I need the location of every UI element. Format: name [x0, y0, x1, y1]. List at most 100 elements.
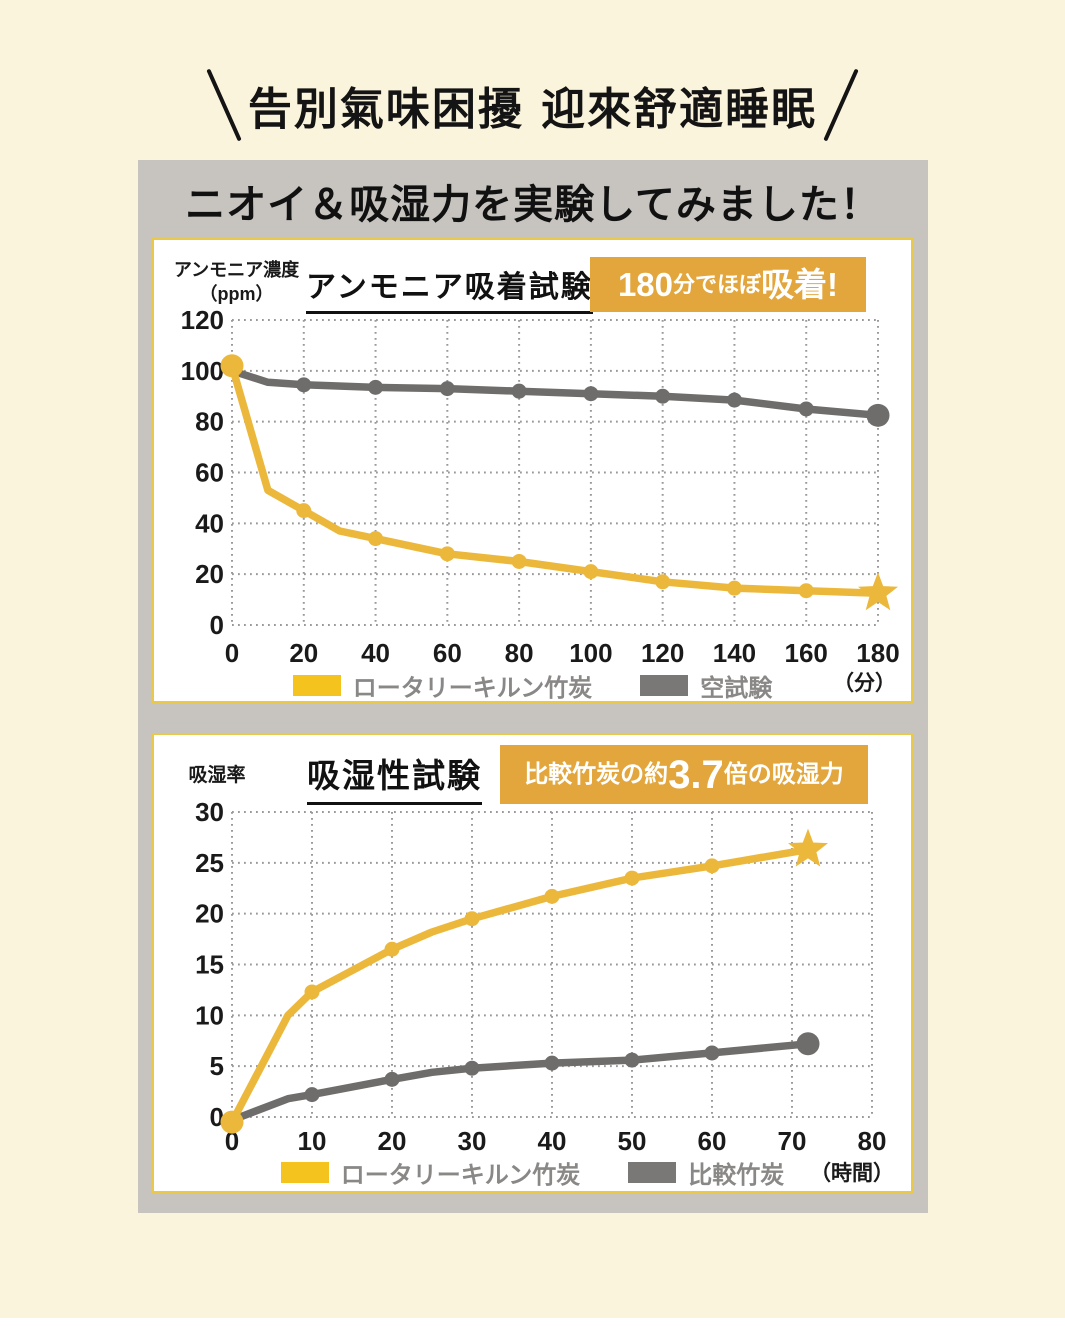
ammonia-chart-card: アンモニア濃度 （ppm） アンモニア吸着試験 180 分で ほぼ 吸着! 0 20 40… — [152, 238, 913, 703]
badge-segment: 倍の吸湿力 — [723, 760, 844, 788]
y-tick-label: 30 — [195, 797, 224, 827]
y-tick-label: 0 — [210, 1102, 224, 1132]
data-point-marker — [726, 580, 742, 596]
data-point-marker — [544, 1055, 560, 1071]
data-point-marker — [544, 888, 560, 904]
series-line — [228, 1040, 812, 1124]
data-point-marker — [439, 381, 455, 397]
data-point-marker — [464, 911, 480, 927]
data-point-marker — [624, 1052, 640, 1068]
x-tick-label: 20 — [378, 1126, 407, 1156]
data-point-marker — [624, 870, 640, 886]
grid — [231, 319, 879, 626]
x-tick-label: 60 — [698, 1126, 727, 1156]
badge-segment: 比較竹炭の約 — [524, 760, 669, 788]
y-tick-label: 20 — [195, 899, 224, 929]
series-ロータリーキルン竹炭 — [220, 354, 898, 611]
badge-segment: 180 — [617, 266, 674, 303]
x-axis-unit-label: （分） — [833, 671, 896, 695]
panel-heading: ニオイ＆吸湿力を実験してみました！ — [185, 183, 881, 227]
x-tick-label: 80 — [505, 638, 534, 668]
star-marker — [788, 828, 828, 867]
badge-segment: ほぼ — [717, 271, 762, 297]
x-axis-unit-label: （時間） — [810, 1161, 894, 1185]
data-point-marker — [583, 386, 599, 402]
x-tick-label: 160 — [785, 638, 828, 668]
y-tick-label: 40 — [195, 508, 224, 538]
decorative-slash — [823, 68, 859, 142]
data-point-marker — [655, 574, 671, 590]
decorative-backslash — [206, 68, 242, 142]
data-point-marker — [704, 858, 720, 874]
data-point-marker — [511, 383, 527, 399]
x-tick-label: 0 — [225, 1126, 239, 1156]
y-axis-caption-line2: （ppm） — [199, 284, 274, 305]
experiment-panel: ニオイ＆吸湿力を実験してみました！ アンモニア濃度 （ppm） アンモニア吸着試… — [138, 160, 928, 1213]
data-point-marker — [464, 1060, 480, 1076]
chart-legend: ロータリーキルン竹炭 比較竹炭 — [154, 1155, 911, 1190]
x-tick-label: 20 — [289, 638, 318, 668]
data-point-marker — [439, 546, 455, 562]
y-tick-label: 0 — [210, 610, 224, 640]
legend-swatch — [628, 1162, 677, 1183]
end-point-marker — [866, 403, 890, 427]
data-point-marker — [368, 531, 384, 547]
legend-label: ロータリーキルン竹炭 — [352, 675, 593, 702]
y-axis-caption: 吸湿率 — [172, 763, 262, 789]
x-tick-label: 80 — [858, 1126, 887, 1156]
start-point-marker — [220, 354, 244, 378]
data-point-marker — [583, 564, 599, 580]
data-point-marker — [384, 1071, 400, 1087]
start-point-marker — [220, 1110, 244, 1134]
data-point-marker — [304, 984, 320, 1000]
x-tick-label: 10 — [298, 1126, 327, 1156]
top-title-text: 告別氣味困擾 迎來舒適睡眠 — [247, 84, 818, 135]
ammonia-chart-plot: 0 20 40 60 80 100 120 0 20 40 60 80 100 120 140 160 180 （… — [181, 305, 900, 695]
y-tick-label: 5 — [210, 1051, 224, 1081]
badge-segment: 吸着! — [761, 266, 839, 303]
data-point-marker — [798, 583, 814, 599]
y-tick-label: 80 — [195, 407, 224, 437]
series-line — [228, 845, 812, 1126]
chart-legend: ロータリーキルン竹炭 空試験 — [154, 668, 911, 703]
y-tick-label: 120 — [181, 305, 224, 335]
moisture-chart-card: 吸湿率 吸湿性試験 比較竹炭の約 3.7 倍の吸湿力 0 5 10 15 20 25 30 0 10… — [152, 733, 913, 1193]
x-tick-label: 30 — [458, 1126, 487, 1156]
y-tick-label: 20 — [195, 559, 224, 589]
y-tick-label: 25 — [195, 848, 224, 878]
chart-title: アンモニア吸着試験 — [306, 262, 593, 314]
data-point-marker — [296, 377, 312, 393]
legend-label: ロータリーキルン竹炭 — [340, 1162, 581, 1189]
data-point-marker — [655, 388, 671, 404]
legend-swatch — [292, 675, 341, 696]
result-badge: 比較竹炭の約 3.7 倍の吸湿力 — [500, 745, 868, 804]
legend-swatch — [640, 675, 689, 696]
y-axis-caption-line1: 吸湿率 — [188, 765, 246, 786]
series-比較竹炭 — [228, 1032, 820, 1124]
legend-item: 空試験 — [640, 668, 772, 703]
x-tick-label: 100 — [569, 638, 612, 668]
data-point-marker — [798, 401, 814, 417]
data-point-marker — [304, 1087, 320, 1103]
series-空試験 — [228, 367, 890, 427]
x-tick-label: 50 — [618, 1126, 647, 1156]
legend-label: 空試験 — [700, 675, 773, 702]
data-point-marker — [511, 553, 527, 569]
x-tick-label: 0 — [225, 638, 239, 668]
x-tick-label: 70 — [778, 1126, 807, 1156]
data-point-marker — [726, 392, 742, 408]
x-tick-label: 40 — [538, 1126, 567, 1156]
data-point-marker — [384, 941, 400, 957]
series-line — [228, 362, 882, 597]
axis-tick-labels: 0 20 40 60 80 100 120 0 20 40 60 80 100 120 140 160 180 （… — [181, 305, 900, 695]
y-tick-label: 60 — [195, 458, 224, 488]
x-tick-label: 60 — [433, 638, 462, 668]
series-ロータリーキルン竹炭 — [220, 828, 828, 1134]
x-tick-label: 120 — [641, 638, 684, 668]
x-tick-label: 40 — [361, 638, 390, 668]
series-line — [228, 367, 882, 420]
top-title: 告別氣味困擾 迎來舒適睡眠 — [0, 66, 1065, 144]
y-tick-label: 100 — [181, 356, 224, 386]
x-tick-label: 180 — [856, 638, 899, 668]
